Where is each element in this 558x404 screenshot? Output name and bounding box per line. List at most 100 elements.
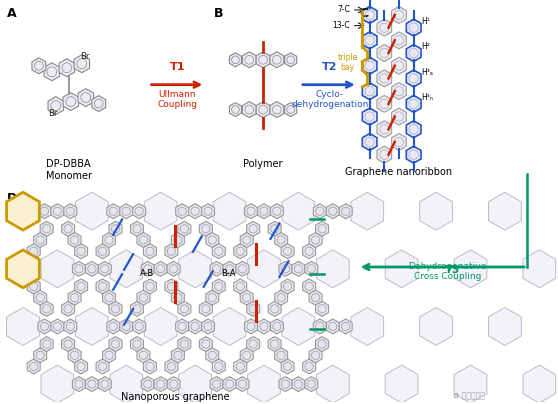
Polygon shape bbox=[167, 377, 180, 391]
Text: 13-C: 13-C bbox=[332, 21, 350, 30]
Polygon shape bbox=[212, 244, 225, 259]
Polygon shape bbox=[171, 348, 184, 363]
Polygon shape bbox=[59, 59, 75, 77]
Polygon shape bbox=[27, 279, 40, 294]
Polygon shape bbox=[7, 307, 40, 345]
Polygon shape bbox=[7, 192, 40, 230]
Polygon shape bbox=[242, 52, 256, 68]
Polygon shape bbox=[229, 103, 242, 117]
Polygon shape bbox=[242, 102, 256, 118]
Polygon shape bbox=[44, 63, 60, 81]
Polygon shape bbox=[362, 57, 377, 74]
Polygon shape bbox=[268, 301, 281, 316]
Polygon shape bbox=[406, 19, 421, 36]
Polygon shape bbox=[292, 261, 305, 276]
Polygon shape bbox=[362, 83, 377, 100]
Polygon shape bbox=[316, 301, 329, 316]
Polygon shape bbox=[213, 192, 246, 230]
Polygon shape bbox=[268, 221, 281, 236]
Polygon shape bbox=[7, 192, 40, 230]
Polygon shape bbox=[488, 192, 521, 230]
Polygon shape bbox=[145, 192, 177, 230]
Polygon shape bbox=[316, 221, 329, 236]
Polygon shape bbox=[392, 57, 406, 74]
Polygon shape bbox=[96, 279, 109, 294]
Polygon shape bbox=[210, 261, 223, 276]
Polygon shape bbox=[68, 290, 81, 305]
Polygon shape bbox=[362, 6, 377, 23]
Polygon shape bbox=[240, 233, 253, 248]
Polygon shape bbox=[292, 377, 305, 391]
Text: Dehydrogenative
Cross Coupling: Dehydrogenative Cross Coupling bbox=[408, 262, 487, 282]
Polygon shape bbox=[234, 279, 247, 294]
Polygon shape bbox=[75, 192, 108, 230]
Polygon shape bbox=[248, 365, 280, 403]
Polygon shape bbox=[137, 233, 150, 248]
Polygon shape bbox=[103, 290, 116, 305]
Polygon shape bbox=[244, 204, 257, 219]
Text: Nanoporous graphene: Nanoporous graphene bbox=[121, 391, 230, 402]
Polygon shape bbox=[109, 337, 122, 351]
Polygon shape bbox=[392, 133, 406, 150]
Polygon shape bbox=[236, 377, 249, 391]
Text: A: A bbox=[7, 7, 17, 20]
Polygon shape bbox=[75, 244, 88, 259]
Polygon shape bbox=[165, 279, 178, 294]
Polygon shape bbox=[189, 319, 201, 334]
Polygon shape bbox=[406, 146, 421, 163]
Text: Cyclo-
dehydrogenation: Cyclo- dehydrogenation bbox=[291, 90, 368, 109]
Polygon shape bbox=[120, 319, 133, 334]
Polygon shape bbox=[171, 290, 184, 305]
Polygon shape bbox=[248, 250, 280, 288]
Polygon shape bbox=[392, 108, 406, 125]
Polygon shape bbox=[392, 32, 406, 49]
Polygon shape bbox=[302, 279, 316, 294]
Polygon shape bbox=[377, 70, 392, 87]
Polygon shape bbox=[523, 250, 556, 288]
Polygon shape bbox=[247, 221, 259, 236]
Polygon shape bbox=[316, 365, 349, 403]
Polygon shape bbox=[247, 337, 259, 351]
Polygon shape bbox=[406, 95, 421, 112]
Polygon shape bbox=[247, 301, 259, 316]
Polygon shape bbox=[351, 192, 383, 230]
Polygon shape bbox=[309, 348, 322, 363]
Polygon shape bbox=[75, 307, 108, 345]
Polygon shape bbox=[165, 359, 178, 374]
Polygon shape bbox=[51, 204, 64, 219]
Polygon shape bbox=[281, 244, 294, 259]
Polygon shape bbox=[270, 102, 284, 118]
Polygon shape bbox=[103, 233, 116, 248]
Text: Graphene nanoribbon: Graphene nanoribbon bbox=[345, 166, 453, 177]
Polygon shape bbox=[189, 204, 201, 219]
Polygon shape bbox=[454, 365, 487, 403]
Polygon shape bbox=[98, 261, 111, 276]
Polygon shape bbox=[406, 121, 421, 138]
Polygon shape bbox=[64, 204, 77, 219]
Polygon shape bbox=[279, 377, 292, 391]
Polygon shape bbox=[309, 290, 322, 305]
Polygon shape bbox=[41, 250, 74, 288]
Polygon shape bbox=[103, 348, 116, 363]
Polygon shape bbox=[120, 204, 133, 219]
Text: 7-C: 7-C bbox=[337, 6, 350, 15]
Polygon shape bbox=[96, 359, 109, 374]
Text: C: C bbox=[360, 7, 369, 20]
Polygon shape bbox=[167, 261, 180, 276]
Text: Br: Br bbox=[48, 109, 57, 118]
Polygon shape bbox=[107, 204, 120, 219]
Polygon shape bbox=[206, 348, 219, 363]
Text: Br: Br bbox=[80, 52, 89, 61]
Polygon shape bbox=[68, 348, 81, 363]
Polygon shape bbox=[326, 319, 339, 334]
Polygon shape bbox=[131, 301, 143, 316]
Polygon shape bbox=[199, 301, 212, 316]
Polygon shape bbox=[109, 221, 122, 236]
Polygon shape bbox=[212, 359, 225, 374]
Polygon shape bbox=[33, 233, 47, 248]
Polygon shape bbox=[281, 359, 294, 374]
Polygon shape bbox=[137, 290, 150, 305]
Polygon shape bbox=[223, 377, 236, 391]
Polygon shape bbox=[38, 204, 51, 219]
Polygon shape bbox=[133, 204, 146, 219]
